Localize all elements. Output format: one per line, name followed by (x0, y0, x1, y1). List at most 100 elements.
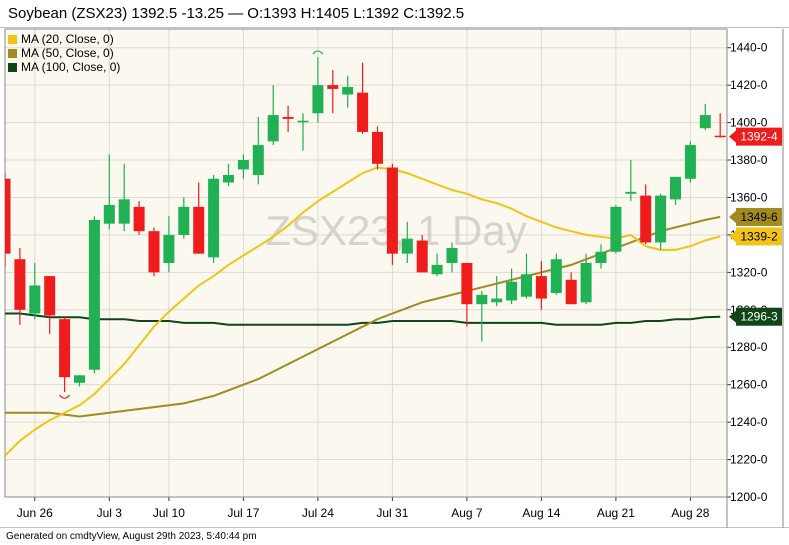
candle-body-down (535, 276, 547, 299)
y-tick-label: 1360-0 (730, 190, 768, 204)
candle-body-down (565, 279, 577, 305)
legend-label: MA (50, Close, 0) (21, 46, 114, 60)
price-tag-label: 1296-3 (740, 310, 778, 324)
candle-body-up (491, 298, 503, 303)
candle-body-up (267, 115, 279, 142)
candle-body-down (461, 263, 473, 305)
ma100-line (5, 312, 721, 326)
chart-legend: MA (20, Close, 0) MA (50, Close, 0) MA (10… (8, 32, 120, 74)
candle-body-down (640, 195, 652, 243)
chart-title: Soybean (ZSX23) 1392.5 -13.25 — O:1393 H… (0, 0, 789, 28)
candle-body-down (14, 259, 26, 310)
x-tick-label: Jul 24 (302, 506, 334, 520)
candle-body-up (118, 199, 130, 224)
y-tick-label: 1320-0 (730, 265, 768, 279)
candle-body-down (386, 167, 398, 254)
candle-body-up (74, 375, 85, 383)
candle-body-up (312, 85, 324, 114)
y-tick-label: 1280-0 (730, 340, 768, 354)
legend-item[interactable]: MA (20, Close, 0) (8, 32, 120, 46)
price-tag-label: 1392-4 (740, 130, 778, 144)
price-tag (736, 227, 782, 246)
y-tick-label: 1440-0 (730, 41, 768, 55)
candle-body-up (252, 145, 264, 176)
price-tag (736, 207, 782, 226)
candle-body-up (446, 248, 458, 263)
y-tick-label: 1380-0 (730, 153, 768, 167)
ma20-line (5, 166, 721, 457)
candle-body-up (178, 206, 190, 235)
y-tick-label: 1200-0 (730, 490, 768, 504)
candle-body-down (282, 116, 294, 119)
x-tick-label: Aug 14 (522, 506, 560, 520)
x-tick-label: Jun 26 (17, 506, 53, 520)
candle-body-up (655, 195, 667, 243)
legend-swatch (8, 34, 17, 44)
legend-item[interactable]: MA (50, Close, 0) (8, 46, 120, 60)
y-tick-label: 1220-0 (730, 453, 768, 467)
footer-generated-text: Generated on cmdtyView, August 29th 2023… (0, 528, 789, 545)
x-tick-label: Jul 31 (376, 506, 408, 520)
legend-swatch (8, 62, 17, 72)
x-tick-label: Jul 3 (97, 506, 123, 520)
candle-body-down (416, 240, 428, 273)
candle-body-down (357, 92, 369, 132)
legend-label: MA (100, Close, 0) (21, 60, 121, 74)
candle-body-up (670, 176, 681, 200)
candle-body-up (684, 145, 696, 179)
candle-body-up (625, 191, 637, 194)
candle-body-down (372, 131, 383, 164)
x-tick-label: Aug 7 (451, 506, 483, 520)
candle-body-up (223, 175, 234, 183)
price-tag-pointer (729, 310, 736, 323)
legend-swatch (8, 48, 17, 58)
legend-label: MA (20, Close, 0) (21, 32, 114, 46)
candle-body-down (44, 276, 56, 316)
high-marker (312, 50, 324, 55)
price-tag-label: 1339-2 (740, 229, 778, 243)
x-tick-label: Aug 28 (671, 506, 709, 520)
y-tick-label: 1260-0 (730, 378, 768, 392)
price-tag-label: 1349-6 (740, 210, 778, 224)
candle-body-up (103, 204, 115, 224)
candle-body-up (476, 294, 488, 305)
candle-body-down (327, 85, 339, 89)
candle-body-up (237, 160, 249, 170)
y-tick-label: 1420-0 (730, 78, 768, 92)
candle-body-up (580, 263, 592, 303)
candle-body-up (297, 120, 309, 123)
candle-body-up (88, 219, 100, 370)
price-tag-pointer (729, 130, 736, 143)
low-marker (59, 394, 71, 399)
x-tick-label: Jul 10 (153, 506, 185, 520)
candle-body-down (714, 135, 726, 138)
price-tag-pointer (729, 230, 736, 243)
candle-body-up (550, 259, 562, 293)
candle-body-down (148, 231, 160, 273)
candle-body-up (401, 238, 413, 254)
y-tick-label: 1240-0 (730, 415, 768, 429)
x-tick-label: Jul 17 (227, 506, 259, 520)
price-tag (736, 307, 782, 326)
candle-body-up (163, 234, 175, 263)
y-tick-label: 1400-0 (730, 116, 768, 130)
candle-body-up (595, 251, 607, 263)
candle-body-down (59, 319, 71, 378)
candle-body-up (506, 281, 518, 301)
candle-body-up (521, 274, 532, 297)
candle-body-up (431, 264, 443, 275)
plot-content (5, 50, 726, 457)
candle-body-up (342, 87, 354, 95)
candle-body-up (208, 178, 220, 258)
candle-body-up (699, 115, 711, 129)
candle-body-down (133, 206, 145, 232)
legend-item[interactable]: MA (100, Close, 0) (8, 60, 120, 74)
candle-body-down (193, 206, 205, 254)
x-tick-label: Aug 21 (597, 506, 635, 520)
price-tag (736, 127, 782, 146)
candle-body-down (5, 178, 11, 254)
candle-body-up (29, 285, 41, 314)
price-tag-pointer (729, 210, 736, 223)
